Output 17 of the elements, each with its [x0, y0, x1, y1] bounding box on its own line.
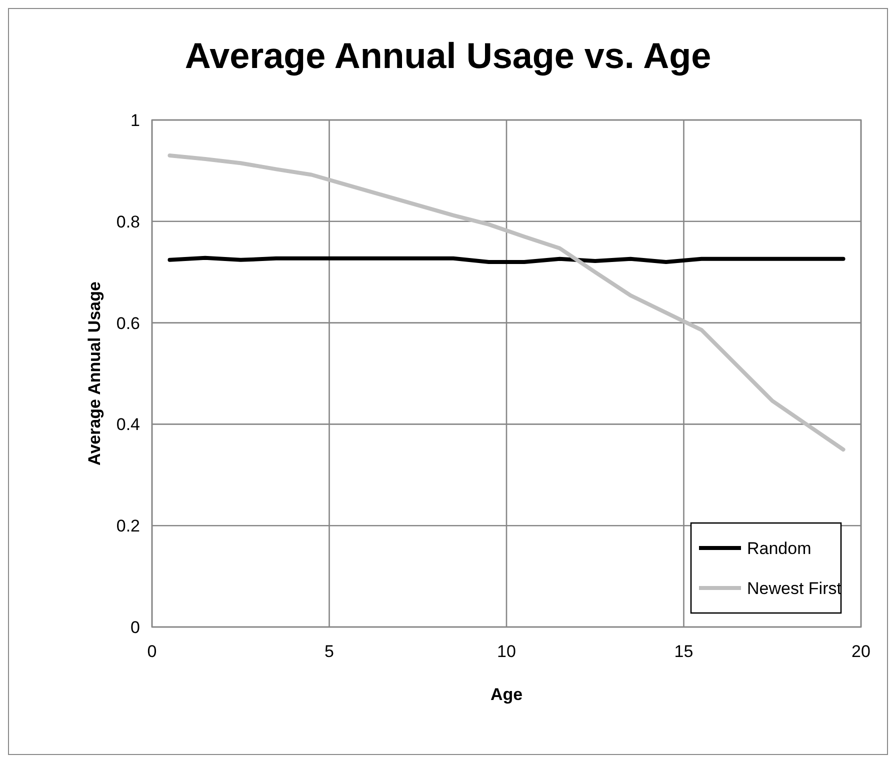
- x-tick-label: 15: [674, 642, 694, 661]
- x-tick-label: 0: [147, 642, 157, 661]
- x-tick-label: 20: [852, 642, 870, 661]
- y-tick-label: 0.2: [116, 516, 140, 536]
- chart-title: Average Annual Usage vs. Age: [184, 35, 712, 76]
- line-series: [168, 153, 846, 452]
- legend-label: Newest First: [747, 578, 842, 598]
- x-tick-label: 5: [324, 642, 334, 661]
- y-tick-label: 1: [130, 110, 140, 130]
- y-axis-title: Average Annual Usage: [85, 282, 104, 466]
- y-tick-label: 0.8: [116, 212, 140, 232]
- y-tick-label: 0.4: [116, 415, 140, 434]
- x-tick-label: 10: [497, 642, 516, 661]
- x-axis-title: Age: [490, 685, 523, 704]
- y-tick-label: 0.6: [116, 314, 140, 333]
- legend-label: Random: [747, 538, 812, 558]
- y-tick-label: 0: [130, 618, 140, 637]
